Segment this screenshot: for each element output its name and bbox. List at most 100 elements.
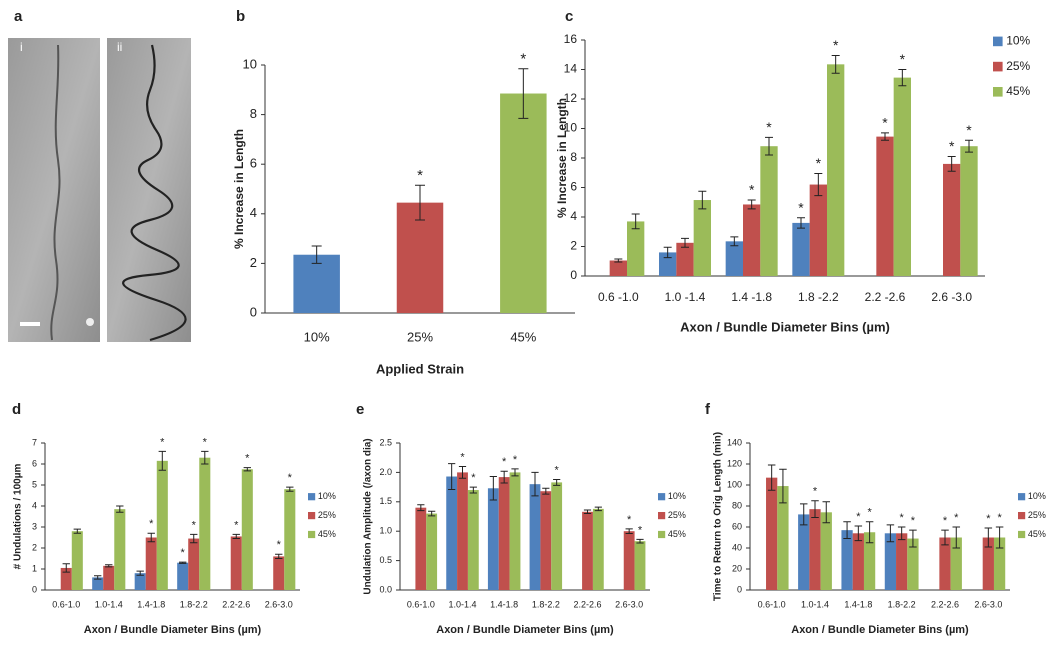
y-tick-label: 4	[32, 500, 37, 510]
chart-panel: f 0 20 40 60 80 100 120 140 Axon / Bundle Diamete…	[705, 401, 1046, 636]
error-bar	[594, 506, 602, 512]
y-tick-label: 10	[564, 121, 578, 135]
x-tick-label: 0.6-1.0	[407, 599, 435, 609]
significance-marker: *	[813, 486, 818, 498]
bar	[777, 486, 789, 590]
significance-marker: *	[627, 514, 632, 526]
error-bar	[965, 139, 973, 153]
y-axis-label: % Increase in Length	[555, 98, 569, 218]
error-bar	[469, 486, 477, 494]
significance-marker: *	[203, 436, 208, 448]
error-bar	[898, 69, 907, 87]
error-bar	[553, 478, 561, 486]
x-tick-label: 1.0 -1.4	[665, 290, 706, 304]
panel-label: c	[565, 8, 573, 25]
error-bar	[105, 564, 113, 568]
error-bar	[518, 68, 529, 119]
legend-swatch	[1018, 512, 1026, 520]
error-bar	[822, 501, 831, 524]
significance-marker: *	[900, 512, 905, 524]
chart-panel: e 0.0 0.5 1.0 1.5 2.0 2.5 Axon / Bundle Diamete…	[356, 401, 686, 636]
y-tick-label: 2	[250, 255, 257, 270]
x-tick-label: 2.2 -2.6	[865, 290, 906, 304]
significance-marker: *	[149, 518, 154, 530]
x-tick-label: 45%	[510, 329, 536, 344]
bar	[939, 537, 951, 590]
bar	[627, 221, 645, 276]
y-tick-label: 100	[727, 479, 742, 489]
y-tick-label: 3	[32, 521, 37, 531]
legend-label: 45%	[1028, 529, 1046, 539]
scale-bar	[20, 322, 40, 326]
legend-swatch	[993, 36, 1003, 47]
bar	[156, 460, 168, 590]
x-tick-label: 2.6-3.0	[615, 599, 643, 609]
bar	[92, 577, 104, 590]
bar	[982, 537, 994, 590]
error-bar	[500, 470, 508, 484]
error-bar	[116, 505, 124, 513]
micrograph	[8, 38, 100, 342]
error-bar	[428, 510, 436, 517]
bar	[529, 484, 541, 590]
bar	[827, 64, 845, 277]
significance-marker: *	[954, 512, 959, 524]
error-bar	[232, 533, 240, 540]
bar	[540, 491, 552, 590]
legend-label: 45%	[668, 529, 686, 539]
error-bar	[779, 468, 787, 504]
x-tick-label: 1.8-2.2	[888, 599, 916, 609]
bar	[693, 200, 711, 276]
y-tick-label: 1	[32, 563, 37, 573]
error-bar	[636, 538, 644, 544]
bar	[134, 573, 146, 590]
error-bar	[458, 466, 467, 479]
x-tick-label: 1.4 -1.8	[731, 290, 772, 304]
significance-marker: *	[417, 167, 423, 184]
bar	[960, 146, 978, 276]
bar	[896, 533, 908, 590]
x-tick-label: 0.6 -1.0	[598, 290, 639, 304]
image-label: ii	[117, 40, 122, 54]
x-tick-label: 0.6-1.0	[758, 599, 786, 609]
legend-swatch	[308, 512, 316, 520]
x-tick-label: 25%	[407, 329, 433, 344]
y-tick-label: 16	[564, 32, 578, 46]
bar	[114, 509, 126, 590]
error-bar	[865, 521, 874, 544]
bar	[188, 538, 200, 590]
error-bar	[201, 450, 209, 465]
bar	[623, 531, 635, 590]
error-bar	[909, 529, 917, 548]
image-label: i	[20, 40, 23, 54]
error-bar	[881, 132, 889, 141]
error-bar	[681, 237, 689, 248]
significance-marker: *	[513, 454, 518, 466]
x-axis-label: Axon / Bundle Diameter Bins (µm)	[436, 624, 614, 636]
legend-label: 10%	[318, 491, 336, 501]
error-bar	[511, 468, 519, 477]
x-tick-label: 1.0-1.4	[801, 599, 829, 609]
y-tick-label: 4	[250, 205, 257, 220]
bar	[284, 489, 296, 590]
panel-label: d	[12, 401, 21, 418]
y-tick-label: 0	[250, 304, 257, 319]
bar	[145, 537, 157, 590]
error-bar	[190, 533, 198, 544]
x-tick-label: 1.4-1.8	[490, 599, 518, 609]
y-tick-label: 0	[570, 268, 577, 282]
error-bar	[747, 199, 756, 210]
error-bar	[489, 476, 497, 501]
bar	[230, 536, 242, 590]
legend-swatch	[658, 530, 666, 539]
bar	[841, 530, 853, 590]
error-bar	[831, 54, 840, 74]
bar	[199, 457, 211, 590]
bar	[103, 565, 115, 590]
error-bar	[147, 532, 155, 543]
error-bar	[614, 258, 623, 263]
y-tick-label: 0	[32, 584, 37, 594]
significance-marker: *	[766, 119, 772, 135]
bar	[551, 482, 563, 590]
bar	[446, 476, 458, 590]
